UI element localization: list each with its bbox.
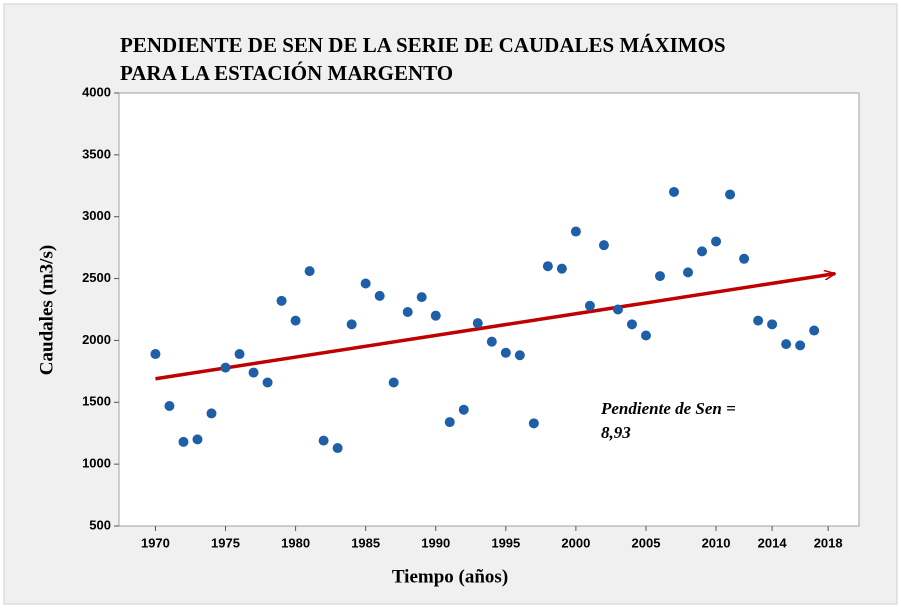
y-tick-label: 500 [89,517,111,532]
point [669,186,679,197]
point [598,240,609,251]
point [781,339,792,350]
point [640,330,651,341]
y-tick-label: 2000 [82,332,111,347]
point [795,340,806,351]
point [486,336,497,347]
point [318,435,329,446]
point [444,417,455,428]
point [290,315,301,326]
x-axis-label: Tiempo (años) [392,566,508,587]
point [654,271,665,282]
x-tick-label: 1980 [281,535,310,550]
point [192,434,203,445]
point [248,367,259,378]
x-tick-label: 1985 [351,535,380,550]
point [164,400,175,411]
point [416,292,427,303]
point [388,377,399,388]
point [262,377,273,388]
point [346,319,357,330]
point [556,263,567,274]
x-tick-label: 2000 [561,535,590,550]
point [234,349,245,360]
y-tick-label: 2500 [82,270,111,285]
trend-line [155,274,835,381]
x-tick-label: 2014 [758,535,788,550]
annotation: Pendiente de Sen = [600,399,736,418]
plot-area [118,92,860,527]
point [767,319,778,330]
point [514,350,525,361]
point [430,310,441,321]
point [683,267,694,278]
y-tick-label: 1000 [82,456,111,471]
point [332,443,343,454]
point [304,266,315,277]
annotation: 8,93 [601,423,631,442]
point [178,436,189,447]
x-tick-label: 2010 [702,535,731,550]
point [809,325,820,336]
point [402,306,413,317]
point [374,290,385,301]
x-tick-label: 1975 [211,535,240,550]
point [206,408,217,419]
chart-title: PARA LA ESTACIÓN MARGENTO [120,61,453,85]
point [612,304,623,315]
y-tick-label: 4000 [82,84,111,99]
point [711,236,722,247]
point [472,318,483,329]
point [753,315,764,326]
x-tick-label: 2018 [814,535,843,550]
y-tick-label: 3000 [82,208,111,223]
point [276,295,287,306]
y-tick-label: 1500 [82,394,111,409]
y-axis-label: Caudales (m3/s) [36,245,57,375]
point [458,404,469,415]
point [220,362,231,373]
point [570,226,581,237]
x-tick-label: 2005 [632,535,661,550]
x-tick-label: 1995 [491,535,520,550]
point [739,253,750,264]
chart-title: PENDIENTE DE SEN DE LA SERIE DE CAUDALES… [120,33,726,57]
x-tick-label: 1990 [421,535,450,550]
point [697,246,708,257]
point [626,319,637,330]
y-tick-label: 3500 [82,146,111,161]
point [150,349,161,360]
point [528,418,539,429]
point [360,278,371,289]
point [584,300,595,311]
x-tick-label: 1970 [141,535,170,550]
point [542,261,553,272]
point [725,189,736,200]
point [500,347,511,358]
